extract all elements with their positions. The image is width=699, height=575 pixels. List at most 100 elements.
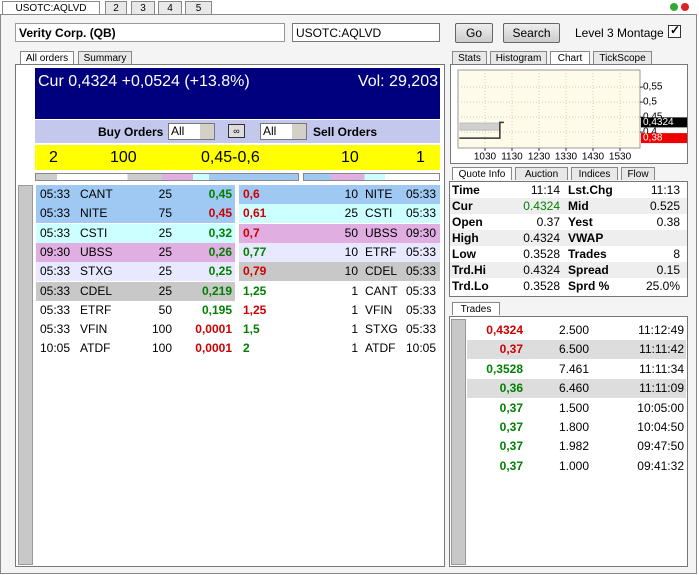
buy-filter[interactable]: All bbox=[168, 123, 215, 140]
buy-order-row[interactable]: 05:33 VFIN 100 0,0001 bbox=[36, 320, 235, 340]
y-tick-label: 0,45 bbox=[643, 112, 663, 123]
quote-row: Trd.Hi 0.4324 Spread 0.15 bbox=[450, 262, 687, 278]
order-time: 05:33 bbox=[40, 283, 71, 298]
buy-order-row[interactable]: 05:33 CDEL 25 0,219 bbox=[36, 281, 235, 301]
sell-order-row[interactable]: 0,61 25 CSTI 05:33 bbox=[239, 204, 440, 224]
search-button[interactable]: Search bbox=[503, 23, 560, 43]
trade-time: 11:11:42 bbox=[639, 342, 684, 357]
market-maker: CANT bbox=[365, 283, 398, 298]
quote-value: 0.38 bbox=[656, 215, 680, 229]
quote-label: Trades bbox=[568, 247, 607, 261]
link-icon[interactable]: ∞ bbox=[228, 124, 245, 138]
buy-size: 100 bbox=[110, 149, 137, 166]
order-price: 1,25 bbox=[243, 283, 267, 298]
order-price: 0,6 bbox=[243, 187, 260, 201]
sell-order-row[interactable]: 1,25 1 CANT 05:33 bbox=[239, 281, 440, 301]
trades-scrollbar[interactable] bbox=[451, 319, 466, 565]
sell-order-row[interactable]: 2 1 ATDF 10:05 bbox=[239, 339, 440, 359]
trade-row[interactable]: 0,36 6.460 11:11:09 bbox=[467, 379, 686, 399]
orders-tab[interactable]: All orders bbox=[20, 51, 74, 64]
trade-row[interactable]: 0,3528 7.461 11:11:34 bbox=[467, 360, 686, 379]
market-maker: STXG bbox=[80, 264, 113, 279]
check-mark: ✓ bbox=[670, 23, 681, 37]
buy-order-row[interactable]: 05:33 CANT 25 0,45 bbox=[36, 185, 235, 204]
trades-tab[interactable]: Trades bbox=[452, 302, 500, 315]
buy-order-row[interactable]: 05:33 NITE 75 0,45 bbox=[36, 204, 235, 224]
trade-price: 0,3528 bbox=[486, 361, 523, 376]
trade-price: 0,4324 bbox=[486, 323, 523, 337]
order-size: 25 bbox=[158, 225, 172, 240]
order-time: 05:33 bbox=[40, 302, 71, 317]
orders-tab[interactable]: Summary bbox=[78, 51, 132, 64]
order-price: 1,25 bbox=[243, 302, 267, 317]
quote-value: 0.37 bbox=[536, 215, 560, 229]
sell-order-row[interactable]: 1,25 1 VFIN 05:33 bbox=[239, 300, 440, 320]
spread: 0,45-0,6 bbox=[201, 149, 260, 166]
quote-tab[interactable]: Indices bbox=[571, 167, 618, 180]
sell-order-row[interactable]: 1,5 1 STXG 05:33 bbox=[239, 320, 440, 340]
window-close[interactable] bbox=[681, 3, 689, 11]
market-maker: ETRF bbox=[365, 244, 397, 259]
quote-value: 11:13 bbox=[650, 183, 680, 197]
market-maker: CDEL bbox=[80, 283, 113, 298]
market-maker: NITE bbox=[365, 187, 393, 201]
stats-tab[interactable]: Stats bbox=[452, 51, 487, 64]
symbol-tab[interactable]: 4 bbox=[158, 1, 182, 14]
trade-row[interactable]: 0,37 1.500 10:05:00 bbox=[467, 399, 686, 418]
trade-time: 11:11:34 bbox=[639, 361, 684, 376]
order-time: 05:33 bbox=[405, 244, 436, 259]
market-maker: CANT bbox=[80, 187, 113, 201]
symbol-tab[interactable]: 2 bbox=[105, 1, 127, 14]
symbol-tab[interactable]: 5 bbox=[185, 1, 212, 14]
symbol-tab[interactable]: USOTC:AQLVD bbox=[2, 1, 100, 14]
stats-tab[interactable]: TickScope bbox=[593, 51, 652, 64]
quote-label: Open bbox=[452, 215, 483, 229]
y-tick-label: 0,55 bbox=[643, 82, 663, 93]
orders-scrollbar[interactable] bbox=[18, 185, 33, 565]
price-marker-label: 0,4324 bbox=[643, 117, 674, 128]
trade-row[interactable]: 0,4324 2.500 11:12:49 bbox=[467, 321, 686, 340]
trade-row[interactable]: 0,37 1.000 09:41:32 bbox=[467, 457, 686, 476]
quote-label: Trd.Hi bbox=[452, 263, 487, 277]
symbol-input[interactable]: USOTC:AQLVD bbox=[292, 23, 440, 42]
trade-time: 11:11:09 bbox=[639, 381, 684, 396]
summary-row: 2 100 0,45-0,6 10 1 bbox=[35, 145, 440, 170]
sell-order-row[interactable]: 0,7 50 UBSS 09:30 bbox=[239, 223, 440, 243]
buy-order-row[interactable]: 05:33 CSTI 25 0,32 bbox=[36, 223, 235, 243]
buy-order-row[interactable]: 10:05 ATDF 100 0,0001 bbox=[36, 339, 235, 359]
sell-order-row[interactable]: 0,79 10 CDEL 05:33 bbox=[239, 262, 440, 282]
quote-tab[interactable]: Quote Info bbox=[452, 167, 512, 180]
quote-tab[interactable]: Flow bbox=[621, 167, 655, 180]
trade-time: 09:47:50 bbox=[637, 439, 684, 454]
stats-tab[interactable]: Histogram bbox=[490, 51, 547, 64]
sell-order-row[interactable]: 0,6 10 NITE 05:33 bbox=[239, 185, 440, 204]
order-price: 0,45 bbox=[208, 187, 232, 201]
buy-order-row[interactable]: 05:33 ETRF 50 0,195 bbox=[36, 300, 235, 320]
buy-count: 2 bbox=[49, 149, 58, 166]
company-field: Verity Corp. (QB) bbox=[15, 23, 285, 42]
trade-time: 11:12:49 bbox=[638, 323, 684, 337]
symbol-tab[interactable]: 3 bbox=[131, 1, 155, 14]
quote-label: Mid bbox=[568, 199, 589, 213]
window-min[interactable] bbox=[670, 3, 678, 11]
market-maker: CDEL bbox=[365, 264, 398, 279]
montage-checkbox[interactable]: ✓ bbox=[668, 23, 681, 38]
buy-order-row[interactable]: 09:30 UBSS 25 0,26 bbox=[36, 242, 235, 262]
sell-filter[interactable]: All bbox=[260, 123, 307, 140]
sell-order-row[interactable]: 0,77 10 ETRF 05:33 bbox=[239, 242, 440, 262]
go-button[interactable]: Go bbox=[455, 23, 493, 43]
x-tick-label: 1530 bbox=[609, 152, 632, 163]
stats-tab[interactable]: Chart bbox=[550, 51, 590, 64]
order-time: 09:30 bbox=[40, 244, 71, 259]
trade-row[interactable]: 0,37 6.500 11:11:42 bbox=[467, 340, 686, 360]
quote-label: High bbox=[452, 231, 479, 245]
buy-order-row[interactable]: 05:33 STXG 25 0,25 bbox=[36, 262, 235, 282]
quote-tab[interactable]: Auction bbox=[515, 167, 568, 180]
range-box bbox=[459, 122, 501, 131]
trade-row[interactable]: 0,37 1.800 10:04:50 bbox=[467, 418, 686, 437]
quote-label: Spread bbox=[568, 263, 609, 277]
market-maker: CSTI bbox=[80, 225, 108, 240]
trade-row[interactable]: 0,37 1.982 09:47:50 bbox=[467, 437, 686, 456]
order-price: 0,32 bbox=[208, 225, 232, 240]
